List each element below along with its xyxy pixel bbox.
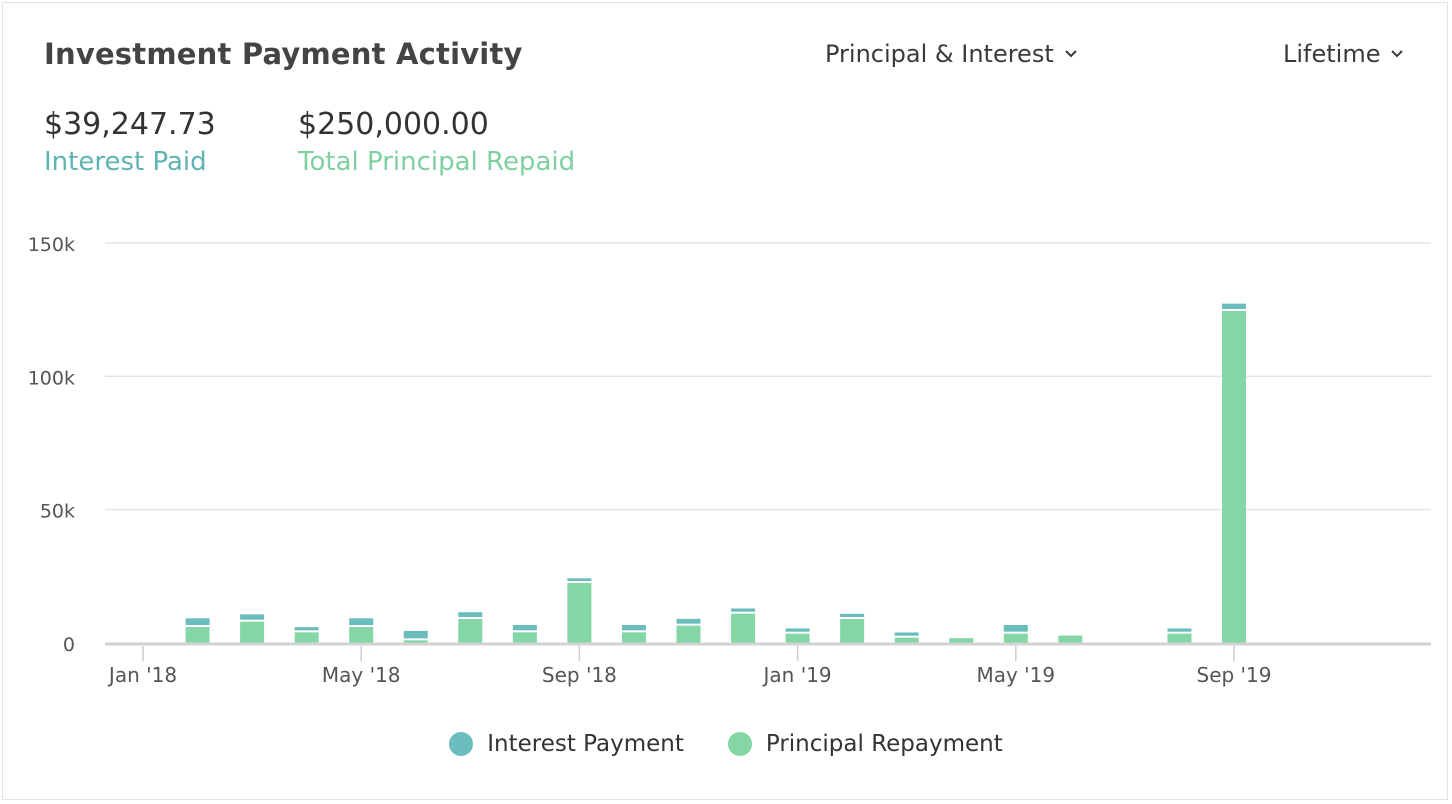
x-tick-label: Sep '19 [1197, 663, 1272, 687]
x-tick-label: May '19 [976, 663, 1055, 687]
principal-bar [949, 638, 974, 643]
principal-bar [676, 625, 701, 643]
interest-bar [785, 628, 810, 632]
chevron-down-icon [1391, 50, 1404, 58]
view-type-label: Principal & Interest [825, 40, 1054, 68]
principal-repaid-label: Total Principal Repaid [298, 147, 576, 177]
y-tick-label: 100k [28, 367, 75, 389]
principal-bar [240, 621, 265, 643]
interest-bar [349, 618, 374, 625]
interest-bar [185, 618, 210, 625]
principal-bar [567, 583, 592, 643]
principal-legend-dot [727, 732, 752, 756]
time-range-dropdown[interactable]: Lifetime [1283, 40, 1404, 68]
principal-bar [894, 637, 919, 643]
x-tick-label: Jan '18 [107, 663, 177, 687]
interest-bar [1003, 625, 1028, 632]
chevron-down-icon [1065, 50, 1077, 58]
legend-item-interest[interactable]: Interest Payment [449, 731, 684, 757]
principal-repaid-amount: $250,000.00 [298, 107, 489, 142]
x-tick-label: May '18 [322, 663, 401, 687]
principal-bar [731, 613, 756, 643]
interest-bar [676, 618, 701, 624]
interest-bar [512, 625, 537, 631]
principal-bar [185, 627, 210, 643]
interest-legend-dot [449, 732, 474, 756]
interest-bar [403, 630, 428, 639]
principal-bar [840, 619, 865, 643]
interest-bar [240, 614, 265, 620]
time-range-label: Lifetime [1283, 40, 1381, 68]
principal-bar [1222, 311, 1246, 643]
x-tick-label: Sep '18 [542, 663, 617, 687]
interest-paid-stat: $39,247.73 Interest Paid [44, 107, 216, 181]
x-tick-label: Jan '19 [762, 663, 832, 687]
interest-bar [294, 627, 319, 631]
payment-bar-chart: 0 50k 100k 150k Jan '18 May '18 Sep '18 Jan '19… [28, 234, 1431, 687]
chart-title: Investment Payment Activity [44, 37, 523, 71]
interest-paid-label: Interest Paid [44, 147, 207, 177]
principal-bar [403, 640, 428, 643]
interest-bar [840, 613, 865, 617]
principal-bar [1058, 635, 1083, 643]
principal-bar [458, 619, 483, 643]
interest-bar [731, 608, 756, 612]
chart-legend: Interest Payment Principal Repayment [3, 731, 1449, 757]
principal-bar [294, 632, 319, 643]
principal-repaid-stat: $250,000.00 Total Principal Repaid [298, 107, 575, 181]
principal-bar [1003, 633, 1028, 643]
y-tick-label: 0 [63, 634, 75, 656]
interest-bar [1222, 303, 1246, 309]
view-type-dropdown[interactable]: Principal & Interest [825, 40, 1078, 68]
interest-bar [621, 625, 646, 631]
principal-bar [349, 627, 374, 643]
y-tick-label: 150k [28, 234, 75, 256]
legend-item-principal[interactable]: Principal Repayment [727, 731, 1003, 757]
interest-bar [458, 612, 483, 617]
interest-bar [567, 578, 592, 581]
interest-bar [1167, 628, 1192, 632]
legend-label-interest: Interest Payment [487, 731, 684, 757]
principal-bar [621, 632, 646, 643]
interest-paid-amount: $39,247.73 [44, 107, 216, 142]
y-tick-label: 50k [40, 501, 75, 523]
legend-label-principal: Principal Repayment [765, 731, 1003, 757]
principal-bar [785, 633, 810, 643]
interest-bar [894, 632, 919, 636]
principal-bar [512, 632, 537, 643]
principal-bar [1167, 633, 1192, 643]
